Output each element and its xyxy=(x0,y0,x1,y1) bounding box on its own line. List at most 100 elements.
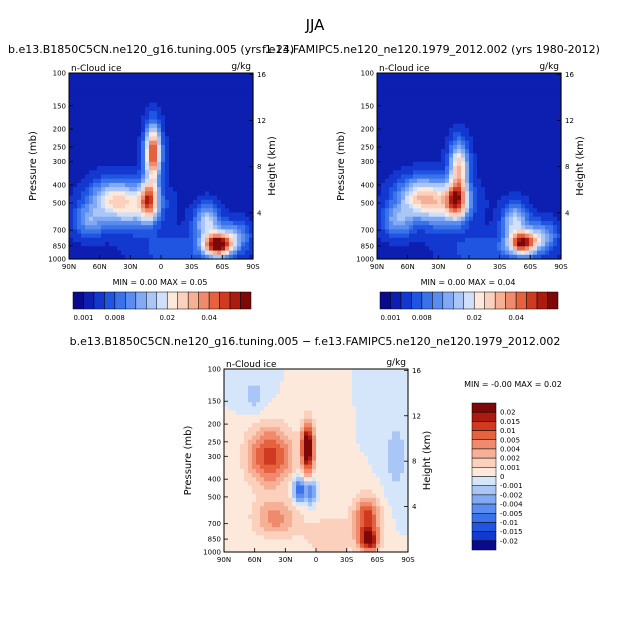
contour-cell xyxy=(461,94,466,99)
contour-cell xyxy=(121,182,126,188)
contour-cell xyxy=(401,229,406,235)
contour-cell xyxy=(113,85,118,91)
contour-cell xyxy=(260,373,265,378)
contour-cell xyxy=(201,191,206,197)
contour-cell xyxy=(252,418,257,424)
contour-cell xyxy=(425,225,430,231)
contour-cell xyxy=(93,195,98,201)
contour-cell xyxy=(77,149,82,154)
contour-cell xyxy=(69,157,74,163)
contour-cell xyxy=(137,127,142,133)
colorbar-swatch xyxy=(463,291,475,310)
contour-cell xyxy=(489,182,494,188)
contour-cell xyxy=(517,98,522,104)
contour-cell xyxy=(197,208,202,214)
contour-cell xyxy=(501,73,506,78)
contour-cell xyxy=(445,77,450,83)
panel-label: n-Cloud ice xyxy=(379,64,430,74)
contour-cell xyxy=(189,237,194,243)
contour-cell xyxy=(356,377,361,383)
contour-cell xyxy=(181,246,186,252)
contour-cell xyxy=(276,423,281,428)
contour-cell xyxy=(133,182,138,188)
contour-cell xyxy=(240,398,245,403)
contour-cell xyxy=(445,220,450,226)
contour-cell xyxy=(433,191,438,197)
contour-cell xyxy=(89,106,94,112)
contour-cell xyxy=(228,381,233,387)
contour-cell xyxy=(441,106,446,112)
contour-cell xyxy=(181,77,186,83)
contour-cell xyxy=(392,385,397,391)
contour-cell xyxy=(149,132,154,138)
contour-cell xyxy=(73,199,78,205)
contour-cell xyxy=(296,431,301,437)
contour-cell xyxy=(417,182,422,188)
contour-cell xyxy=(433,144,438,150)
colorbar-swatch xyxy=(494,291,506,310)
contour-cell xyxy=(473,195,478,201)
contour-cell xyxy=(241,242,246,247)
contour-cell xyxy=(509,195,514,201)
contour-cell xyxy=(241,187,246,192)
contour-cell xyxy=(405,212,410,218)
contour-cell xyxy=(437,229,442,235)
contour-cell xyxy=(513,136,518,142)
contour-cell xyxy=(493,94,498,99)
contour-cell xyxy=(185,127,190,133)
contour-cell xyxy=(381,144,386,150)
contour-cell xyxy=(229,132,234,138)
contour-cell xyxy=(173,166,178,171)
contour-cell xyxy=(105,127,110,133)
contour-cell xyxy=(232,402,237,408)
contour-cell xyxy=(396,389,401,395)
contour-cell xyxy=(177,208,182,214)
contour-cell xyxy=(113,229,118,235)
contour-cell xyxy=(517,89,522,95)
contour-cell xyxy=(401,250,406,256)
contour-cell xyxy=(89,212,94,218)
contour-cell xyxy=(121,195,126,201)
contour-cell xyxy=(260,369,265,374)
contour-cell xyxy=(121,119,126,125)
contour-cell xyxy=(260,427,265,432)
contour-cell xyxy=(209,208,214,214)
contour-cell xyxy=(549,174,554,180)
contour-cell xyxy=(469,127,474,133)
contour-cell xyxy=(237,77,242,83)
contour-cell xyxy=(232,431,237,437)
contour-cell xyxy=(557,170,562,176)
contour-cell xyxy=(545,115,550,121)
contour-cell xyxy=(101,94,106,99)
contour-cell xyxy=(537,178,542,184)
contour-cell xyxy=(137,144,142,150)
contour-cell xyxy=(241,144,246,150)
contour-cell xyxy=(501,216,506,222)
contour-cell xyxy=(193,144,198,150)
contour-cell xyxy=(85,229,90,235)
contour-cell xyxy=(400,369,405,374)
contour-cell xyxy=(409,191,414,197)
contour-cell xyxy=(505,94,510,99)
contour-cell xyxy=(372,423,377,428)
y2-tick-label: 8 xyxy=(257,163,261,171)
contour-cell xyxy=(368,427,373,432)
contour-cell xyxy=(105,170,110,176)
contour-cell xyxy=(517,191,522,197)
contour-cell xyxy=(300,431,305,437)
contour-cell xyxy=(217,229,222,235)
contour-cell xyxy=(252,369,257,374)
contour-cell xyxy=(397,212,402,218)
contour-cell xyxy=(537,195,542,201)
contour-cell xyxy=(360,427,365,432)
contour-cell xyxy=(433,195,438,201)
contour-cell xyxy=(177,242,182,247)
contour-cell xyxy=(69,237,74,243)
contour-cell xyxy=(417,136,422,142)
contour-cell xyxy=(264,373,269,378)
contour-cell xyxy=(392,406,397,412)
contour-cell xyxy=(280,406,285,412)
contour-cell xyxy=(545,212,550,218)
contour-cell xyxy=(77,144,82,150)
contour-cell xyxy=(364,431,369,437)
